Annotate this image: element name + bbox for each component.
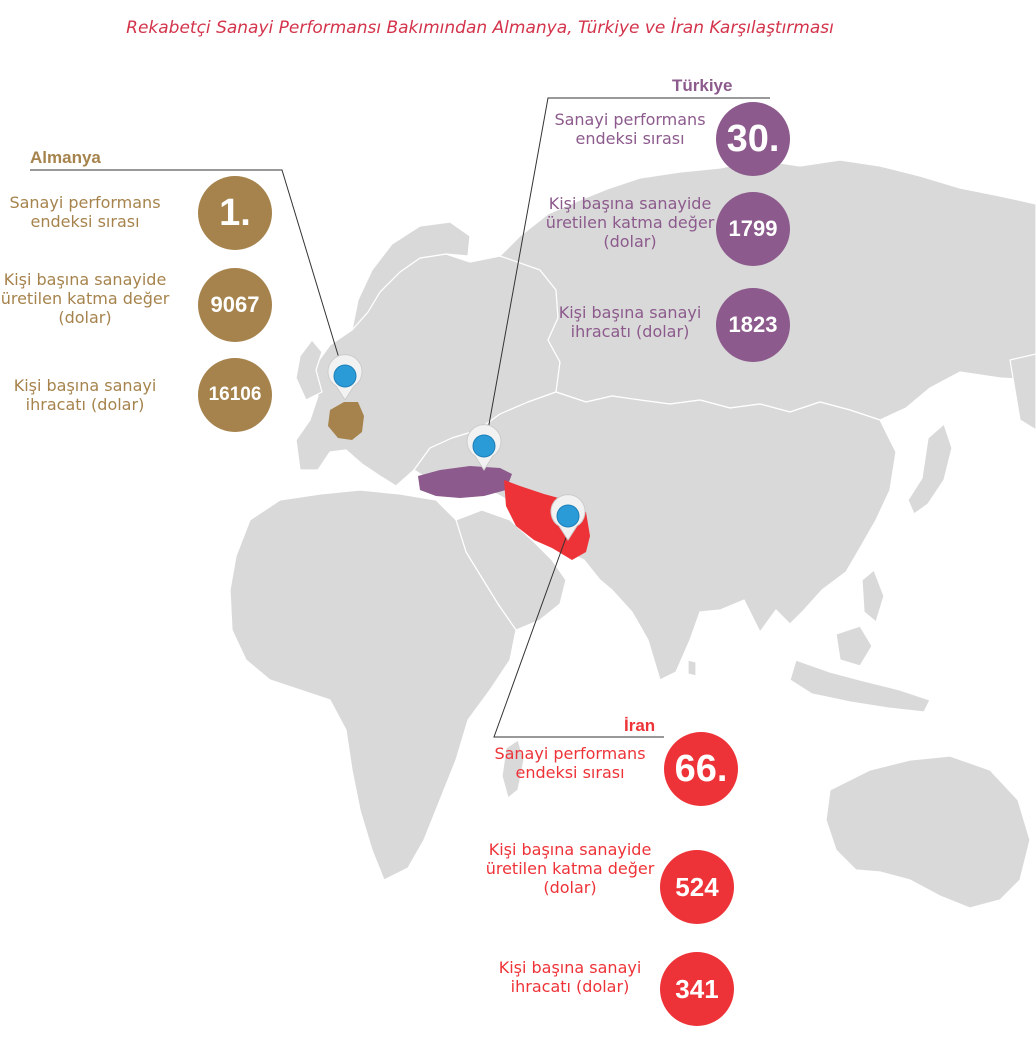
iran-stat-2-label: Kişi başına sanayide üretilen katma değe… xyxy=(485,840,655,897)
scandinavia-landmass xyxy=(351,221,471,331)
iran-heading: İran xyxy=(624,716,656,735)
almanya-leader-line xyxy=(30,169,346,379)
turkiye-stat-1-label: Sanayi performans endeksi sırası xyxy=(554,110,706,148)
madagascar-landmass xyxy=(501,739,525,799)
iran-stat-3-value: 341 xyxy=(660,952,734,1026)
almanya-heading: Almanya xyxy=(30,148,101,167)
almanya-stat-3-label: Kişi başına sanayi ihracatı (dolar) xyxy=(13,376,157,414)
iran-stat-2-value: 524 xyxy=(660,850,734,924)
far-right-landmass xyxy=(1009,353,1036,431)
turkiye-heading: Türkiye xyxy=(672,76,733,95)
turkiye-stat-1-value: 30. xyxy=(716,102,790,176)
borneo-landmass xyxy=(835,625,873,667)
indonesia-landmass xyxy=(789,659,931,713)
germany-highlight xyxy=(328,402,364,440)
pin-iran[interactable] xyxy=(550,494,586,541)
almanya-stat-2-label: Kişi başına sanayide üretilen katma değe… xyxy=(0,270,170,327)
africa-landmass xyxy=(229,489,517,881)
philippines-landmass xyxy=(861,569,885,623)
turkey-highlight xyxy=(418,466,512,498)
pin-turkiye[interactable] xyxy=(466,424,502,471)
turkiye-stat-3-value: 1823 xyxy=(716,288,790,362)
pin-iran-dot xyxy=(556,504,580,528)
srilanka-landmass xyxy=(687,659,697,677)
turkiye-stat-3-label: Kişi başına sanayi ihracatı (dolar) xyxy=(558,303,702,341)
pin-almanya[interactable] xyxy=(327,354,363,401)
page-title: Rekabetçi Sanayi Performansı Bakımından … xyxy=(126,18,834,38)
pin-turkiye-dot xyxy=(472,434,496,458)
turkiye-stat-2-value: 1799 xyxy=(716,192,790,266)
turkiye-stat-2-label: Kişi başına sanayide üretilen katma değe… xyxy=(545,194,715,251)
australia-landmass xyxy=(825,755,1031,909)
almanya-stat-2-value: 9067 xyxy=(198,268,272,342)
almanya-stat-1-value: 1. xyxy=(198,176,272,250)
uk-landmass xyxy=(295,339,323,401)
iran-stat-1-label: Sanayi performans endeksi sırası xyxy=(494,744,646,782)
pin-almanya-dot xyxy=(333,364,357,388)
almanya-stat-3-value: 16106 xyxy=(198,358,272,432)
iran-stat-3-label: Kişi başına sanayi ihracatı (dolar) xyxy=(498,958,642,996)
land-masses xyxy=(229,159,1036,909)
japan-landmass xyxy=(907,423,953,515)
iran-stat-1-value: 66. xyxy=(664,732,738,806)
almanya-stat-1-label: Sanayi performans endeksi sırası xyxy=(9,193,161,231)
turkiye-leader-line xyxy=(483,97,770,453)
iran-leader-line xyxy=(493,531,664,738)
